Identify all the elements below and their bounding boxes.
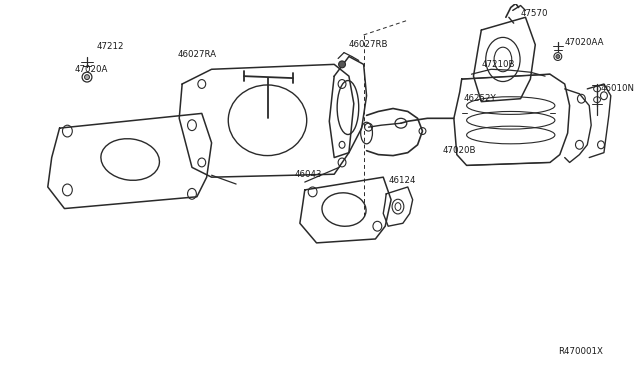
Ellipse shape	[556, 55, 560, 58]
Text: 47212: 47212	[97, 42, 124, 51]
Text: 47020A: 47020A	[74, 65, 108, 74]
Ellipse shape	[84, 75, 90, 80]
Text: 46124: 46124	[388, 176, 415, 185]
Text: 47020B: 47020B	[442, 146, 476, 155]
Text: 46027RB: 46027RB	[349, 40, 388, 49]
Text: 46043: 46043	[295, 170, 323, 179]
Text: 46027RA: 46027RA	[177, 50, 216, 59]
Text: 46252Y: 46252Y	[463, 94, 497, 103]
Text: 46010N: 46010N	[601, 84, 635, 93]
Ellipse shape	[339, 61, 346, 68]
Text: 47570: 47570	[520, 9, 548, 18]
Text: 47210B: 47210B	[481, 60, 515, 69]
Text: 47020AA: 47020AA	[564, 38, 604, 47]
Text: R470001X: R470001X	[559, 347, 604, 356]
